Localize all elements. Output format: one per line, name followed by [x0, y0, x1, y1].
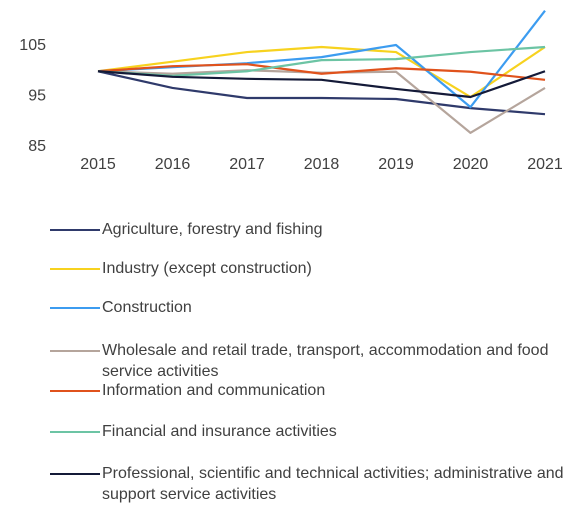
- legend-label: Professional, scientific and technical a…: [102, 465, 564, 503]
- y-tick-label: 85: [28, 138, 46, 155]
- legend-swatch: [50, 473, 100, 475]
- legend-item: Professional, scientific and technical a…: [50, 463, 575, 505]
- legend-item: Wholesale and retail trade, transport, a…: [50, 340, 575, 382]
- series-line: [97, 63, 546, 81]
- legend-swatch: [50, 307, 100, 309]
- legend-item: Information and communication: [50, 380, 575, 401]
- legend-swatch: [50, 431, 100, 433]
- y-tick-label: 105: [19, 37, 46, 54]
- legend-swatch: [50, 268, 100, 270]
- legend-label: Construction: [102, 299, 192, 316]
- legend-label: Information and communication: [102, 382, 326, 399]
- x-tick-label: 2020: [453, 156, 489, 173]
- x-tick-label: 2021: [527, 156, 563, 173]
- legend-label: Agriculture, forestry and fishing: [102, 221, 323, 238]
- legend-item: Construction: [50, 297, 575, 318]
- x-tick-label: 2015: [80, 156, 116, 173]
- legend-swatch: [50, 229, 100, 231]
- legend-swatch: [50, 350, 100, 352]
- y-tick-label: 95: [28, 88, 46, 105]
- legend-swatch: [50, 390, 100, 392]
- x-tick-label: 2017: [229, 156, 265, 173]
- legend-label: Wholesale and retail trade, transport, a…: [102, 342, 549, 380]
- x-tick-label: 2016: [155, 156, 191, 173]
- legend-label: Financial and insurance activities: [102, 423, 337, 440]
- legend-item: Agriculture, forestry and fishing: [50, 219, 575, 240]
- legend-label: Industry (except construction): [102, 260, 312, 277]
- x-tick-label: 2018: [304, 156, 340, 173]
- x-tick-label: 2019: [378, 156, 414, 173]
- chart: 85 95 105 2015 2016 2017 2018 2019 2020 2021: [19, 9, 563, 173]
- legend-item: Financial and insurance activities: [50, 421, 575, 442]
- series-line: [97, 70, 546, 99]
- legend-item: Industry (except construction): [50, 258, 575, 279]
